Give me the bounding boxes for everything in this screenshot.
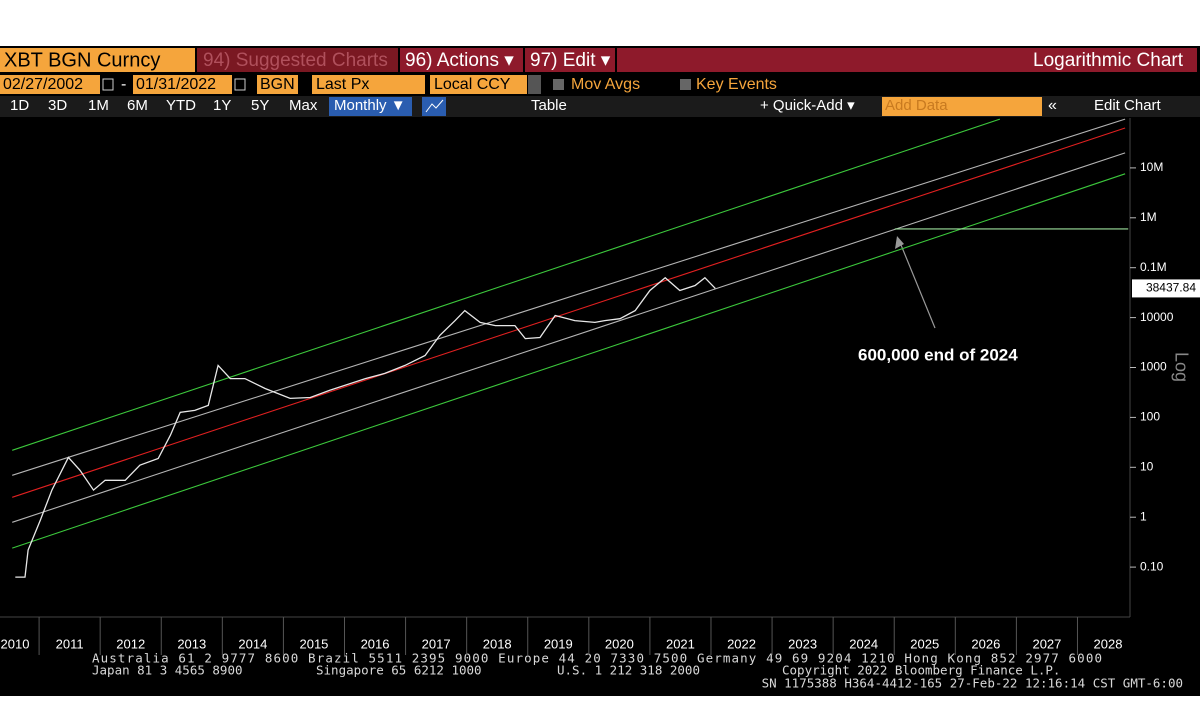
y-tick-label: 1 [1140,509,1147,523]
y-tick-label: 0.1M [1140,260,1167,274]
y-tick-label: 10M [1140,160,1163,174]
frequency-box[interactable] [329,97,412,116]
y-tick-label: 0.10 [1140,559,1164,573]
last-price-label: 38437.84 [1146,281,1196,295]
footer-text: Singapore 65 6212 1000 [316,663,482,678]
series-line [12,152,1126,523]
x-tick-label: 2024 [849,636,878,651]
table-tab[interactable]: Table [531,97,567,114]
terminal-bg [0,46,1200,696]
dropdown[interactable] [528,75,541,94]
quick-add[interactable]: + Quick-Add ▾ [760,97,855,114]
period[interactable]: 1M [88,97,109,114]
series-line [12,118,1001,451]
period[interactable]: 3D [48,97,67,114]
menu[interactable]: 94) Suggested Charts [203,50,388,71]
y-tick-label: 100 [1140,410,1160,424]
y-tick-label: 1M [1140,210,1157,224]
x-tick-label: 2026 [971,636,1000,651]
annotation: 600,000 end of 2024 [858,345,1018,364]
y-label: Log [1171,352,1191,382]
series-line [12,118,1126,476]
x-tick-label: 2021 [666,636,695,651]
option[interactable]: Key Events [696,76,777,93]
series-line [12,127,1126,498]
add-data[interactable]: Add Data [885,97,948,114]
period[interactable]: 6M [127,97,148,114]
menu-bg[interactable] [400,48,523,72]
period[interactable]: 1D [10,97,29,114]
field[interactable]: Last Px [316,76,369,93]
frequency[interactable]: Monthly ▼ [334,97,406,114]
series-line [15,276,716,578]
x-tick-label: 2016 [361,636,390,651]
series-line [12,173,1126,549]
x-tick-label: 2025 [910,636,939,651]
date-box[interactable] [133,75,232,94]
checkbox[interactable] [553,79,564,90]
x-tick-label: 2011 [56,636,84,651]
period[interactable]: 5Y [251,97,269,114]
calendar-icon[interactable] [102,78,114,91]
security-box[interactable] [0,48,195,72]
x-tick-label: 2027 [1032,636,1061,651]
arrow [898,239,936,329]
footer-text: Copyright 2022 Bloomberg Finance L.P. [782,663,1060,678]
x-tick-label: 2017 [422,636,451,651]
field-box[interactable] [312,75,425,94]
title-bar [617,48,1197,72]
period[interactable]: YTD [166,97,196,114]
security: XBT BGN Curncy [4,49,160,71]
x-tick-label: 2023 [788,636,817,651]
x-tick-label: 2022 [727,636,756,651]
y-tick-label: 1000 [1140,360,1167,374]
add-data-box[interactable] [882,97,1042,116]
menu-bg[interactable] [197,48,398,72]
menu-bg[interactable] [525,48,615,72]
x-tick-label: 2015 [299,636,328,651]
x-tick-label: 2012 [116,636,145,651]
end-date[interactable]: 01/31/2022 [136,76,216,93]
option[interactable]: Mov Avgs [571,76,640,93]
source-box[interactable] [257,75,298,94]
checkbox[interactable] [680,79,691,90]
x-tick-label: 2013 [177,636,206,651]
chart-title: Logarithmic Chart [1033,50,1184,71]
currency-box[interactable] [430,75,527,94]
x-tick-label: 2010 [1,636,30,651]
start-date[interactable]: 02/27/2002 [3,76,83,93]
x-tick-label: 2014 [238,636,267,651]
arrow-head [895,236,904,249]
menu[interactable]: 97) Edit ▾ [530,50,611,71]
edit-chart[interactable]: Edit Chart [1094,97,1162,114]
y-tick-label: 10000 [1140,310,1174,324]
x-tick-label: 2028 [1094,636,1123,651]
period[interactable]: 1Y [213,97,231,114]
x-tick-label: 2019 [544,636,573,651]
date-separator: - [121,76,126,93]
line-icon-glyph [425,99,444,113]
period[interactable]: Max [289,97,318,114]
x-tick-label: 2018 [483,636,512,651]
menu[interactable]: 96) Actions ▾ [405,50,514,71]
footer-text: U.S. 1 212 318 2000 [557,663,700,678]
source[interactable]: BGN [260,76,295,93]
calendar-icon[interactable] [234,78,246,91]
footer-text: Japan 81 3 4565 8900 [92,663,243,678]
footer-text: SN 1175388 H364-4412-165 27-Feb-22 12:16… [762,676,1183,691]
collapse[interactable]: « [1048,97,1057,114]
date-box[interactable] [0,75,100,94]
currency[interactable]: Local CCY [434,76,511,93]
last-price-box [1132,279,1200,298]
y-tick-label: 10 [1140,459,1154,473]
x-tick-label: 2020 [605,636,634,651]
